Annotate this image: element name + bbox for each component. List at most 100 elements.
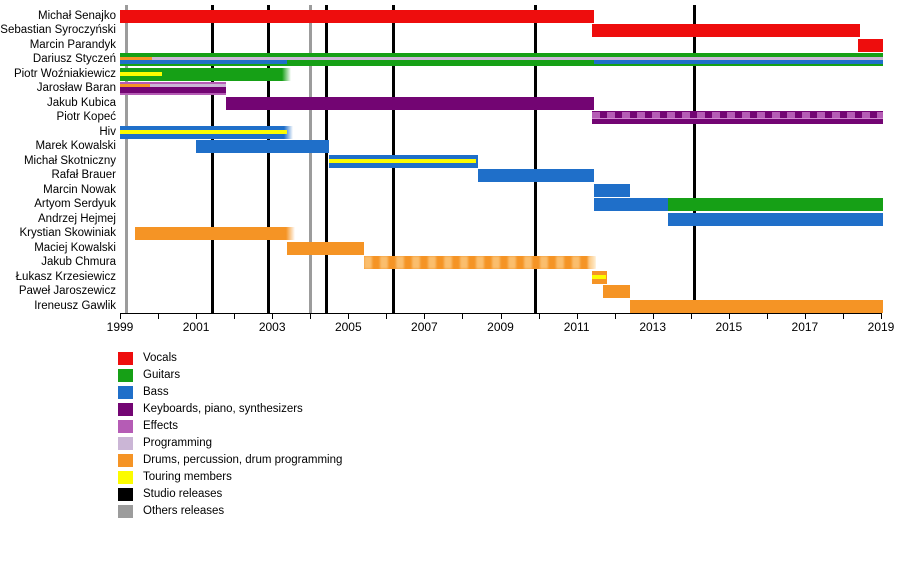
bar-segment-programming: [120, 57, 883, 61]
bar-segment-vocals: [591, 24, 861, 38]
legend-label: Bass: [143, 386, 169, 398]
bar-segment-drums: [120, 84, 151, 88]
x-axis-tick-label: 2013: [639, 320, 667, 334]
x-axis-tick: [881, 313, 882, 319]
x-axis-tick: [120, 313, 121, 319]
bar-segment-vocals: [120, 10, 594, 23]
bar-segment-keyboards: [225, 96, 594, 110]
member-label: Michał Skotniczny: [23, 154, 116, 167]
bar-segment-keyboards: [591, 111, 883, 125]
bar-segment-bass: [120, 60, 288, 64]
x-axis-tick: [234, 313, 236, 319]
bar-segment-touring: [329, 159, 476, 164]
bar-segment-keyboards: [120, 87, 226, 93]
bar-segment-bass: [477, 169, 594, 183]
x-axis-tick: [348, 313, 350, 319]
member-label: Marcin Nowak: [43, 183, 116, 196]
bar-segment-drums: [120, 57, 153, 61]
x-axis-tick: [804, 313, 806, 319]
studio-release-line: [266, 5, 270, 313]
x-axis-tick: [728, 313, 730, 319]
legend-swatch-keyboards: [118, 403, 133, 416]
member-label: Hiv: [99, 125, 116, 138]
legend-swatch-drums: [118, 454, 133, 467]
member-label: Artyom Serdyuk: [34, 198, 116, 211]
x-axis-tick: [424, 313, 426, 319]
legend-swatch-effects: [118, 420, 133, 433]
member-label: Michał Senajko: [38, 10, 116, 22]
x-axis-tick-label: 2007: [411, 320, 438, 334]
bar-segment-drums: [135, 227, 296, 241]
member-label: Marek Kowalski: [35, 140, 116, 153]
member-label: Jakub Kubica: [46, 96, 116, 109]
x-axis-tick: [272, 313, 274, 319]
legend-swatch-vocals: [118, 352, 133, 365]
legend-label: Others releases: [143, 505, 225, 517]
others-release-line: [124, 5, 128, 313]
bar-segment-bass: [593, 183, 630, 197]
legend-label: Touring members: [143, 471, 232, 483]
x-axis-tick: [766, 313, 768, 319]
x-axis-tick: [196, 313, 198, 319]
bar-segment-drums: [287, 241, 364, 255]
member-label: Ireneusz Gawlik: [34, 299, 116, 312]
bar-segment-guitars: [667, 198, 883, 212]
x-axis-tick: [462, 313, 464, 319]
legend-swatch-programming: [118, 437, 133, 450]
x-axis-tick-label: 1999: [106, 320, 134, 334]
x-axis-tick: [310, 313, 312, 319]
x-axis-tick-label: 2011: [563, 320, 590, 334]
member-label: Dariusz Styczeń: [32, 53, 116, 66]
x-axis-tick-label: 2005: [334, 320, 362, 334]
bar-segment-touring: [120, 72, 162, 77]
legend-swatch-bass: [118, 386, 133, 399]
x-axis-tick: [576, 313, 578, 319]
member-label: Rafał Brauer: [51, 169, 116, 182]
member-label: Piotr Woźniakiewicz: [13, 67, 116, 80]
member-label: Maciej Kowalski: [34, 241, 116, 254]
x-axis-tick: [690, 313, 692, 319]
studio-release-line: [534, 5, 537, 313]
studio-release-line: [210, 5, 214, 313]
legend-label: Keyboards, piano, synthesizers: [143, 403, 303, 415]
member-label: Jakub Chmura: [41, 256, 116, 269]
x-axis-tick-label: 2019: [867, 320, 895, 334]
member-label: Łukasz Krzesiewicz: [15, 270, 116, 283]
x-axis-tick: [652, 313, 654, 319]
legend-swatch-guitars: [118, 369, 133, 382]
x-axis-tick: [158, 313, 160, 319]
legend-label: Studio releases: [143, 488, 223, 500]
bar-segment-drums: [603, 285, 630, 299]
x-axis-tick: [842, 313, 844, 319]
legend-label: Guitars: [143, 369, 181, 381]
legend-label: Effects: [143, 420, 178, 432]
x-axis-tick-label: 2017: [791, 320, 819, 334]
bar-segment-drums: [363, 256, 596, 270]
bar-segment-touring: [591, 275, 606, 280]
legend-swatch-touring: [118, 471, 133, 484]
member-label: Krystian Skowiniak: [19, 227, 116, 240]
bar-segment-bass: [196, 140, 330, 154]
studio-release-line: [693, 5, 697, 313]
legend-label: Vocals: [143, 352, 177, 364]
member-label: Jarosław Baran: [36, 82, 116, 95]
effects-dash-pattern: [591, 112, 883, 119]
member-label: Marcin Parandyk: [29, 38, 116, 51]
legend-label: Drums, percussion, drum programming: [143, 454, 343, 466]
member-label: Andrzej Hejmej: [38, 212, 116, 225]
legend-swatch-studio: [118, 488, 133, 501]
bar-segment-bass: [593, 198, 668, 212]
member-label: Sebastian Syroczyński: [0, 24, 116, 37]
x-axis-tick: [500, 313, 502, 319]
x-axis-tick: [538, 313, 540, 319]
x-axis-tick-label: 2001: [182, 320, 210, 334]
bar-segment-guitars: [120, 67, 292, 81]
member-label: Paweł Jaroszewicz: [18, 285, 116, 298]
bar-highlight-line: [591, 117, 883, 120]
bar-segment-bass: [667, 212, 883, 226]
x-axis-tick: [386, 313, 388, 319]
others-release-line: [308, 5, 312, 313]
bar-segment-programming: [120, 84, 226, 88]
